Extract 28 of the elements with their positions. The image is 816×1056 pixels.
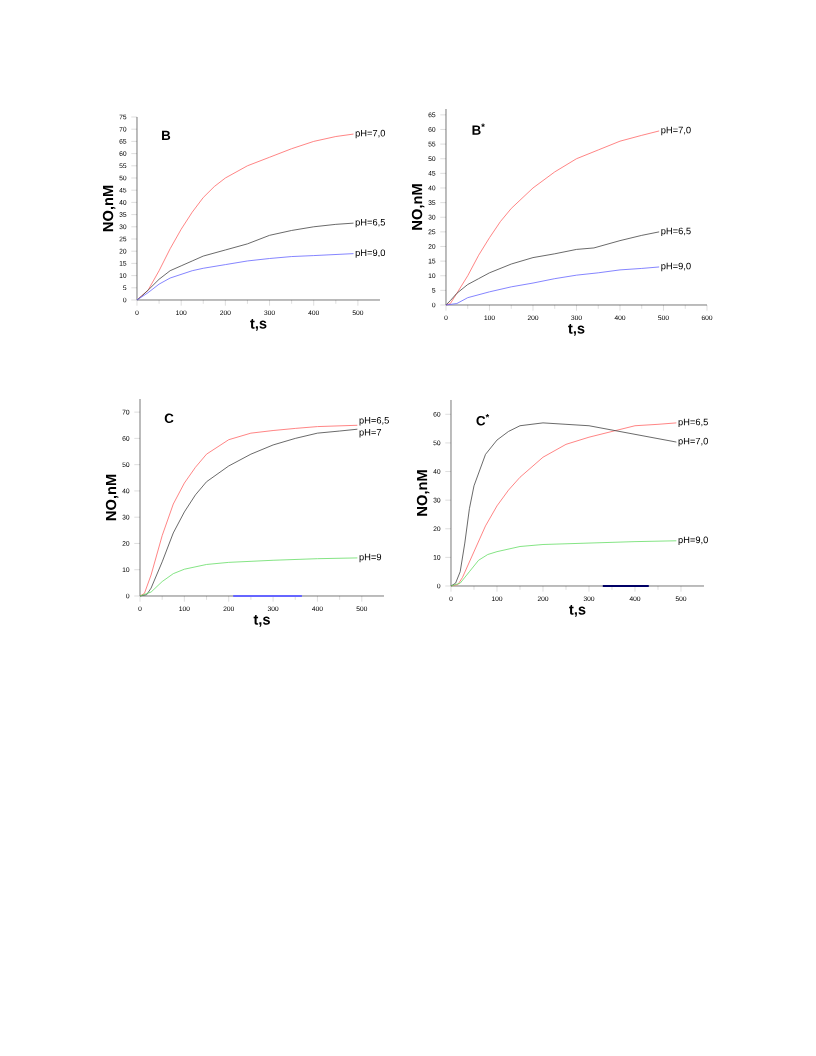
line-series [136,222,354,301]
y-axis-title: NO,nM [416,470,430,516]
x-axis-title: t,s [569,604,586,617]
text: C [164,413,174,423]
series-label: pH=7,0 [678,437,708,447]
y-axis-title: NO,nM [411,184,425,230]
line-series [450,540,677,587]
x-axis-title: t,s [568,323,585,336]
series-label: pH=9,0 [661,262,691,272]
text: B$^{*}$ [472,123,485,135]
text: C$^{*}$ [476,414,490,426]
text: B [162,130,171,141]
series-label: pH=9 [359,553,382,563]
x-axis-title: t,s [250,318,267,331]
series-label: pH=7 [359,429,382,438]
y-axis-title: NO,nM [102,185,116,232]
series-label: pH=9,0 [678,536,708,546]
series-label: pH=6,5 [678,418,708,428]
series-label: pH=9,0 [355,249,386,258]
line-series [445,266,660,306]
y-axis-title: NO,nM [105,474,119,521]
x-axis-title: t,s [253,614,270,627]
series-label: pH=6,5 [359,417,389,426]
series-label: pH=6,5 [355,218,386,228]
series-label: pH=6,5 [661,227,691,237]
series-label: pH=7,0 [355,129,386,139]
series-label: pH=7,0 [661,126,691,136]
line-series [445,231,660,306]
